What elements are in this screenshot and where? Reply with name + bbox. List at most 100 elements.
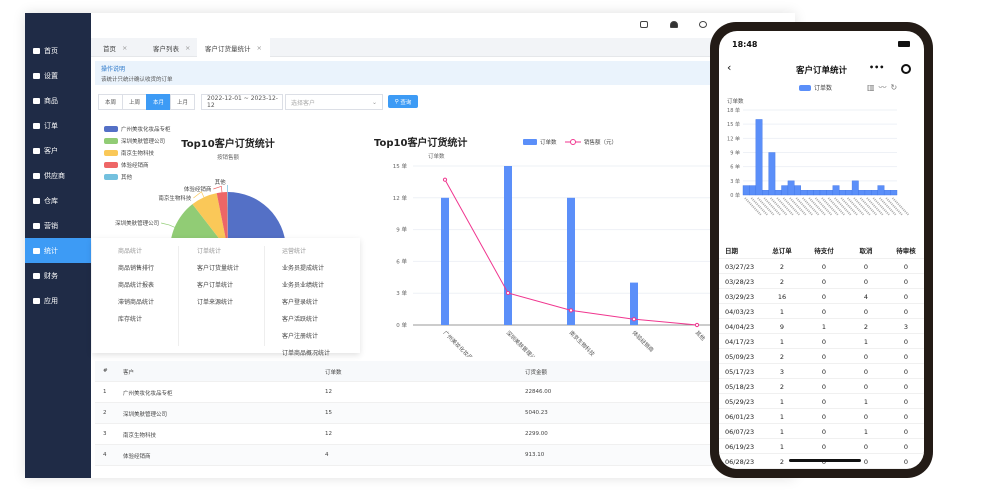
phone-bar[interactable] [819, 190, 827, 196]
phone-bar[interactable] [794, 185, 801, 196]
menu-item[interactable]: 订单来源统计 [197, 299, 234, 306]
phone-bar[interactable] [877, 185, 885, 196]
sidebar-item-5[interactable]: 供应商 [25, 163, 91, 188]
monitor-icon[interactable] [640, 21, 648, 28]
menu-item[interactable]: 客户活跃统计 [282, 316, 319, 323]
phone-bar[interactable] [813, 190, 821, 196]
menu-item[interactable]: 库存统计 [118, 316, 143, 323]
menu-item[interactable]: 客户订单统计 [197, 282, 234, 289]
pie-legend-item[interactable]: 深圳美肤管理公司 [104, 137, 165, 145]
phone-bar[interactable] [768, 152, 776, 196]
bar[interactable] [504, 166, 512, 325]
legend-sales[interactable]: 销售额（元） [584, 138, 617, 146]
phone-bar[interactable] [826, 190, 834, 196]
tab-1[interactable]: 客户列表 × [145, 38, 198, 57]
phone-table-row[interactable]: 03/28/23 2 0 0 0 [719, 274, 924, 289]
pie-legend-item[interactable]: 其他 [104, 173, 132, 181]
customer-select[interactable]: 选择客户 ⌄ [285, 94, 383, 110]
pie-slice[interactable] [227, 192, 228, 250]
phone-bar[interactable] [749, 185, 757, 196]
phone-table-row[interactable]: 05/17/23 3 0 0 0 [719, 364, 924, 379]
phone-legend[interactable]: 订单数 [799, 83, 832, 92]
phone-bar[interactable] [800, 190, 808, 196]
sidebar-item-2[interactable]: 商品 [25, 88, 91, 113]
sales-point[interactable] [442, 177, 448, 182]
phone-table-row[interactable]: 06/28/23 2 0 0 0 [719, 454, 924, 469]
legend-orders[interactable]: 订单数 [540, 138, 557, 146]
sidebar-item-1[interactable]: 设置 [25, 63, 91, 88]
phone-table-row[interactable]: 05/09/23 2 0 0 0 [719, 349, 924, 364]
phone-bar[interactable] [871, 190, 878, 196]
more-icon[interactable]: ••• [869, 63, 885, 72]
phone-table-row[interactable]: 03/29/23 16 0 4 0 [719, 289, 924, 304]
sales-point[interactable] [505, 290, 511, 296]
date-range-input[interactable]: 2022-12-01 ~ 2023-12-12 [201, 94, 283, 110]
phone-bar[interactable] [781, 185, 789, 196]
table-row[interactable]: 2 深圳美肤管理公司 15 5040.23 [95, 403, 775, 424]
table-row[interactable]: 1 广州美妆化妆品专柜 12 22846.00 [95, 382, 775, 403]
sidebar-item-8[interactable]: 统计 [25, 238, 91, 263]
back-icon[interactable]: ‹ [727, 61, 732, 74]
pie-slice[interactable] [192, 193, 228, 250]
menu-item[interactable]: 客户注册统计 [282, 333, 319, 340]
phone-bar[interactable] [742, 185, 750, 196]
phone-bar[interactable] [774, 190, 782, 196]
table-row[interactable]: 4 体验经销商 4 913.10 [95, 445, 775, 466]
close-icon[interactable]: × [122, 43, 128, 52]
sales-point[interactable] [694, 322, 700, 328]
phone-bar[interactable] [762, 190, 769, 196]
phone-bar[interactable] [858, 190, 866, 196]
phone-table-row[interactable]: 06/19/23 1 0 0 0 [719, 439, 924, 454]
phone-bar[interactable] [806, 190, 814, 196]
menu-item[interactable]: 滞销商品统计 [118, 299, 155, 306]
pie-legend-item[interactable]: 广州美妆化妆品专柜 [104, 125, 171, 133]
query-button[interactable]: ⚲ 查询 [388, 95, 418, 108]
phone-table-row[interactable]: 04/04/23 9 1 2 3 [719, 319, 924, 334]
phone-bar[interactable] [832, 185, 840, 196]
tab-2[interactable]: 客户订货量统计 × [197, 38, 270, 57]
bar[interactable] [441, 197, 449, 325]
sidebar-item-7[interactable]: 营销 [25, 213, 91, 238]
menu-item[interactable]: 客户订货量统计 [197, 265, 240, 272]
phone-bar[interactable] [839, 190, 846, 196]
gear-icon[interactable] [699, 21, 707, 28]
phone-table-row[interactable]: 04/03/23 1 0 0 0 [719, 304, 924, 319]
legend-swatch-orders[interactable] [523, 139, 537, 145]
pie-legend-item[interactable]: 体验经销商 [104, 161, 149, 169]
pie-slice[interactable] [216, 192, 228, 250]
menu-item[interactable]: 业务员提成统计 [282, 265, 325, 272]
phone-bar[interactable] [864, 190, 872, 196]
phone-bar[interactable] [851, 180, 859, 196]
phone-table-row[interactable]: 06/01/23 1 0 0 0 [719, 409, 924, 424]
sidebar-item-4[interactable]: 客户 [25, 138, 91, 163]
close-miniapp-icon[interactable] [901, 64, 911, 74]
phone-table-row[interactable]: 05/18/23 2 0 0 0 [719, 379, 924, 394]
tab-0[interactable]: 首页 × [95, 38, 135, 57]
bar[interactable] [630, 282, 638, 325]
phone-table-row[interactable]: 06/07/23 1 0 1 0 [719, 424, 924, 439]
period-last-week[interactable]: 上周 [122, 94, 147, 110]
phone-bar[interactable] [755, 119, 763, 196]
sidebar-item-9[interactable]: 财务 [25, 263, 91, 288]
menu-item[interactable]: 订单商品概况统计 [282, 350, 331, 357]
phone-bar[interactable] [845, 190, 853, 196]
menu-item[interactable]: 商品销售排行 [118, 265, 155, 272]
pie-legend-item[interactable]: 南京生物科技 [104, 149, 154, 157]
phone-table-row[interactable]: 05/29/23 1 0 1 0 [719, 394, 924, 409]
close-icon[interactable]: × [185, 43, 191, 52]
sales-point[interactable] [568, 308, 574, 313]
phone-bar[interactable] [787, 180, 795, 196]
menu-item[interactable]: 业务员业绩统计 [282, 282, 325, 289]
period-last-month[interactable]: 上月 [170, 94, 195, 110]
phone-table-row[interactable]: 03/27/23 2 0 0 0 [719, 259, 924, 274]
close-icon[interactable]: × [256, 43, 262, 52]
chart-toolbox-icons[interactable]: ▥〰↻ [867, 83, 902, 92]
bell-icon[interactable] [670, 21, 678, 28]
sidebar-item-3[interactable]: 订单 [25, 113, 91, 138]
sidebar-item-6[interactable]: 仓库 [25, 188, 91, 213]
phone-bar[interactable] [890, 190, 898, 196]
period-this-week[interactable]: 本周 [98, 94, 123, 110]
sidebar-item-10[interactable]: 应用 [25, 288, 91, 313]
phone-bar[interactable] [883, 190, 891, 196]
sales-point[interactable] [631, 317, 637, 322]
